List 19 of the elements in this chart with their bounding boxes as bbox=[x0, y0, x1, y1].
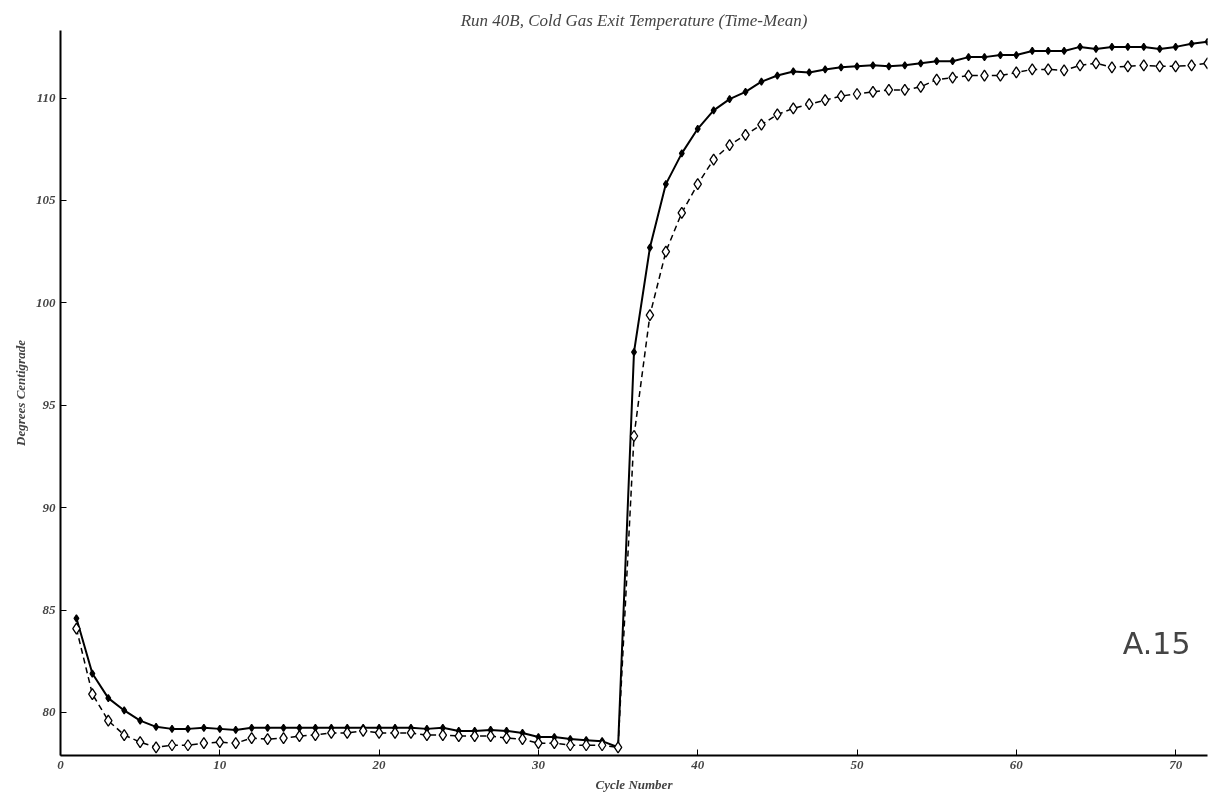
y-tick-label: 95 bbox=[42, 397, 56, 413]
y-tick-label: 85 bbox=[42, 602, 56, 618]
y-axis-title: Degrees Centigrade bbox=[13, 339, 28, 447]
y-tick-label: 110 bbox=[36, 90, 56, 106]
x-tick-label: 40 bbox=[690, 756, 705, 772]
y-tick-label: 105 bbox=[36, 192, 56, 208]
chart-title: Run 40B, Cold Gas Exit Temperature (Time-Mean) bbox=[459, 10, 808, 30]
x-tick-label: 30 bbox=[530, 756, 546, 772]
x-tick-label: 10 bbox=[213, 756, 227, 772]
x-tick-label: 20 bbox=[371, 756, 387, 772]
x-tick-label: 0 bbox=[57, 756, 65, 772]
y-tick-label: 90 bbox=[42, 499, 56, 515]
y-tick-label: 80 bbox=[42, 704, 56, 720]
annotation: A.15 bbox=[1122, 625, 1191, 661]
y-tick-label: 100 bbox=[36, 294, 56, 310]
x-tick-label: 50 bbox=[850, 756, 865, 772]
x-tick-label: 70 bbox=[1169, 756, 1183, 772]
x-tick-label: 60 bbox=[1009, 756, 1024, 772]
x-axis-title: Cycle Number bbox=[595, 776, 674, 792]
